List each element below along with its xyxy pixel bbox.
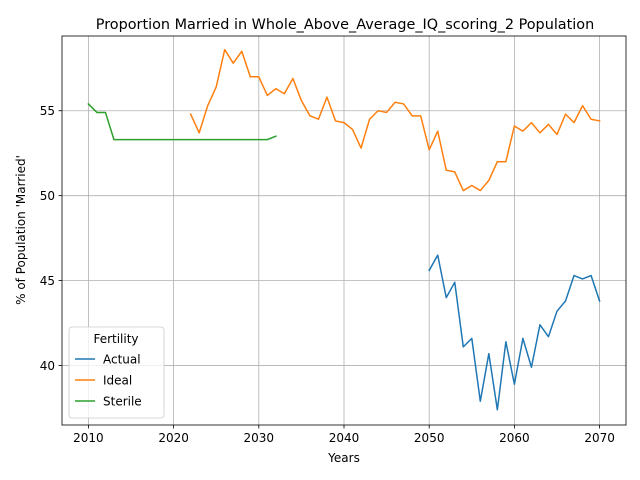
legend-label-ideal: Ideal <box>103 373 132 387</box>
legend-box <box>68 326 165 419</box>
y-tick-label: 55 <box>40 104 55 118</box>
y-tick-label: 45 <box>40 274 55 288</box>
legend-label-actual: Actual <box>103 352 141 366</box>
series-line-actual <box>428 254 601 411</box>
legend-label-sterile: Sterile <box>103 394 142 408</box>
x-axis-label: Years <box>327 451 360 465</box>
legend-items: Actual Ideal Sterile <box>75 352 142 408</box>
grid-lines <box>62 36 626 425</box>
x-tick-label: 2070 <box>584 431 615 445</box>
x-tick-label: 2030 <box>244 431 275 445</box>
y-axis-ticks: 40 45 50 55 <box>40 104 62 373</box>
series-lines <box>87 48 601 411</box>
x-tick-label: 2010 <box>73 431 104 445</box>
y-tick-label: 40 <box>40 359 55 373</box>
chart-title: Proportion Married in Whole_Above_Averag… <box>96 17 594 33</box>
x-tick-label: 2050 <box>414 431 445 445</box>
series-line-ideal <box>189 48 601 192</box>
y-axis-label: % of Population 'Married' <box>14 155 28 305</box>
y-tick-label: 50 <box>40 189 55 203</box>
x-tick-label: 2060 <box>499 431 530 445</box>
legend-title: Fertility <box>93 332 138 346</box>
x-tick-label: 2040 <box>329 431 360 445</box>
x-tick-label: 2020 <box>158 431 189 445</box>
legend: Fertility Actual Ideal Sterile <box>68 326 165 419</box>
x-axis-ticks: 2010 2020 2030 2040 2050 2060 2070 <box>73 425 615 445</box>
series-line-sterile <box>87 102 277 141</box>
